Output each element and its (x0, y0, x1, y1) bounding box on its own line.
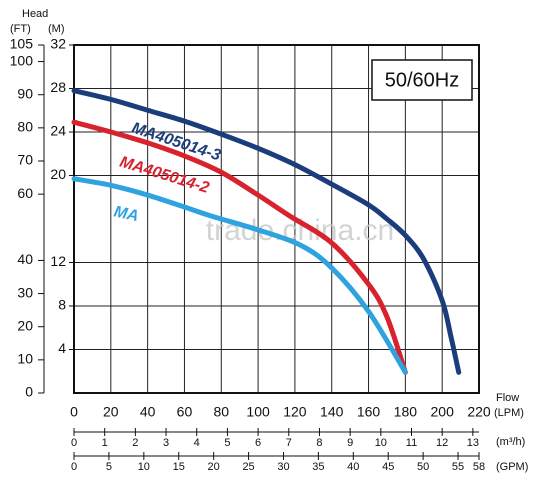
x2-tick-label: 5 (224, 437, 230, 449)
y-tick-label: 8 (58, 297, 66, 313)
x-tick-label: 200 (431, 404, 455, 420)
curve-label: MA (112, 203, 140, 225)
x3-tick-label: 40 (347, 461, 359, 473)
x2-tick-label: 10 (375, 437, 387, 449)
x-tick-label: 60 (177, 404, 193, 420)
x3-tick-label: 10 (138, 461, 150, 473)
y2-tick-label: 30 (17, 284, 33, 300)
x3-tick-label: 58 (473, 461, 485, 473)
annotation-box (371, 59, 473, 101)
x2-tick-label: 6 (255, 437, 261, 449)
y2-tick-label: 105 (10, 36, 34, 52)
y-label: (M) (48, 23, 65, 35)
x2-tick-label: 2 (132, 437, 138, 449)
x3-tick-label: 25 (242, 461, 254, 473)
x-tick-label: 220 (467, 404, 491, 420)
x-tick-label: 0 (70, 404, 78, 420)
x3-tick-label: 55 (452, 461, 464, 473)
pump-curve (71, 119, 408, 375)
y2-tick-label: 10 (17, 351, 33, 367)
y2-tick-label: 0 (25, 384, 33, 400)
plot-frame (73, 44, 480, 394)
x-tick-label: 20 (103, 404, 119, 420)
x3-tick-label: 45 (382, 461, 394, 473)
y2-tick-label: 20 (17, 317, 33, 333)
y2-tick-label: 40 (17, 251, 33, 267)
pump-curve (71, 88, 462, 375)
x3-tick-label: 15 (173, 461, 185, 473)
x2-tick-label: 0 (71, 437, 77, 449)
watermark: trade.china.cn (206, 214, 394, 247)
flow-label: Flow (496, 392, 519, 404)
x2-tick-label: 11 (406, 437, 417, 449)
x2-tick-label: 3 (163, 437, 169, 449)
x2-tick-label: 7 (286, 437, 292, 449)
pump-curve (71, 176, 408, 375)
x3-label: (GPM) (496, 461, 528, 473)
y2-label: (FT) (10, 23, 31, 35)
y2-tick-label: 70 (17, 152, 33, 168)
x-tick-label: 160 (357, 404, 381, 420)
x2-tick-label: 8 (316, 437, 322, 449)
annotation: 50/60Hz (385, 69, 460, 91)
x3-tick-label: 20 (208, 461, 220, 473)
x3-tick-label: 30 (277, 461, 289, 473)
x3-tick-label: 35 (312, 461, 324, 473)
x2-tick-label: 4 (194, 437, 200, 449)
y2-tick-label: 90 (17, 85, 33, 101)
x3-tick-label: 5 (106, 461, 112, 473)
y-tick-label: 12 (50, 253, 66, 269)
x-tick-label: 80 (213, 404, 229, 420)
y-tick-label: 20 (50, 166, 66, 182)
x-tick-label: 100 (246, 404, 270, 420)
head-label: Head (22, 8, 48, 20)
x2-label: (m³/h) (496, 436, 525, 448)
y-tick-label: 24 (50, 123, 66, 139)
x2-tick-label: 12 (436, 437, 448, 449)
y-tick-label: 32 (50, 36, 66, 52)
y-tick-label: 28 (50, 79, 66, 95)
y2-tick-label: 100 (10, 52, 34, 68)
x2-tick-label: 1 (102, 437, 108, 449)
x3-tick-label: 0 (71, 461, 77, 473)
x3-tick-label: 50 (417, 461, 429, 473)
y2-tick-label: 80 (17, 119, 33, 135)
x-tick-label: 120 (283, 404, 307, 420)
x-tick-label: 180 (394, 404, 418, 420)
y2-tick-label: 60 (17, 185, 33, 201)
x2-tick-label: 13 (467, 437, 479, 449)
x2-tick-label: 9 (347, 437, 353, 449)
x-tick-label: 140 (320, 404, 344, 420)
y-tick-label: 4 (58, 340, 66, 356)
x-tick-label: 40 (140, 404, 156, 420)
x-label: (LPM) (494, 407, 524, 419)
